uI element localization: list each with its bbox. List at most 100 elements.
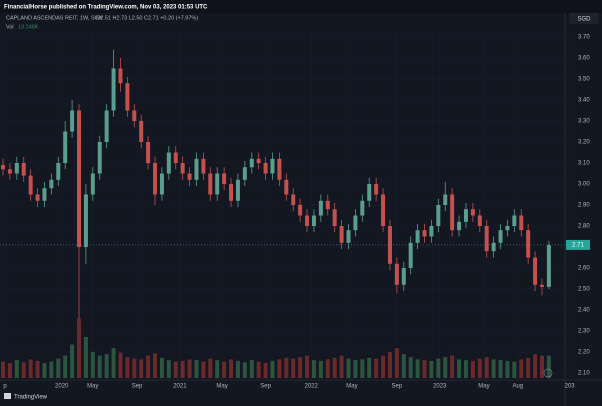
volume-bar — [21, 362, 26, 378]
volume-bar — [526, 357, 531, 378]
candle-body — [360, 200, 365, 216]
candle-body — [222, 173, 227, 184]
candle-body — [408, 242, 413, 268]
volume-bar — [463, 360, 468, 378]
y-tick-label: 2.20 — [578, 350, 590, 356]
candle-body — [249, 158, 254, 168]
candle-body — [533, 257, 538, 285]
candle-body — [83, 194, 88, 247]
candle-body — [526, 230, 531, 258]
candle-body — [242, 167, 247, 180]
volume-bar — [450, 355, 455, 378]
header-bar — [0, 0, 602, 13]
volume-bar — [381, 355, 386, 378]
volume-bar — [284, 357, 289, 378]
candle-body — [339, 226, 344, 243]
y-tick-label: 2.10 — [578, 371, 590, 377]
volume-bar — [470, 360, 475, 378]
volume-bar — [173, 361, 178, 378]
candle-body — [298, 205, 303, 216]
candle-body — [70, 110, 75, 132]
candle-body — [394, 263, 399, 285]
volume-bar — [367, 357, 372, 378]
candle-body — [270, 158, 275, 174]
candle-body — [443, 194, 448, 205]
candle-body — [401, 268, 406, 285]
volume-bar — [318, 360, 323, 378]
volume-bar — [305, 355, 310, 378]
volume-bar — [70, 344, 75, 378]
candle-body — [422, 230, 427, 237]
candle-body — [277, 158, 282, 180]
y-tick-label: 2.80 — [578, 224, 590, 230]
volume-bar — [443, 357, 448, 378]
volume-bar — [270, 360, 275, 378]
volume-bar — [139, 359, 144, 378]
candle-body — [146, 142, 151, 163]
candle-body — [381, 194, 386, 226]
volume-bar — [339, 355, 344, 378]
candle-body — [49, 179, 54, 189]
candle-body — [28, 175, 33, 195]
candle-body — [21, 163, 26, 176]
candle-body — [539, 284, 544, 287]
volume-bar — [346, 358, 351, 378]
candle-body — [450, 194, 455, 231]
candle-body — [187, 173, 192, 180]
author-line: FinancialHorse published on TradingView.… — [4, 5, 208, 11]
x-tick-label: May — [346, 384, 357, 390]
x-tick-label: Sep — [260, 384, 271, 390]
candle-body — [498, 230, 503, 243]
candle-body — [470, 209, 475, 216]
info-icon[interactable] — [543, 368, 553, 378]
volume-bar — [201, 361, 206, 378]
candle-body — [14, 163, 19, 174]
volume-bar — [249, 360, 254, 378]
candle-body — [387, 226, 392, 264]
volume-bar — [208, 358, 213, 378]
candle-body — [63, 131, 68, 163]
x-tick-label: May — [87, 384, 98, 390]
candle-body — [173, 152, 178, 163]
volume-bar — [422, 360, 427, 378]
x-tick-label: 203 — [565, 384, 576, 390]
volume-bar — [429, 360, 434, 378]
chart-title: CAPLAND ASCENDAS REIT, 1W, SGX — [6, 15, 103, 21]
candle-body — [463, 209, 468, 222]
volume-bar — [42, 363, 47, 378]
volume-bar — [90, 351, 95, 378]
volume-bar — [159, 357, 164, 378]
volume-bar — [14, 360, 19, 378]
volume-bar — [291, 358, 296, 378]
candle-body — [180, 163, 185, 174]
volume-bar — [256, 361, 261, 378]
candle-body — [305, 215, 310, 226]
x-tick-label: 2022 — [305, 384, 319, 390]
x-tick-label: May — [216, 384, 227, 390]
y-tick-label: 2.60 — [578, 266, 590, 272]
volume-bar — [56, 358, 61, 378]
volume-bar — [125, 357, 130, 378]
candle-body — [35, 194, 40, 201]
y-tick-label: 3.40 — [578, 98, 590, 104]
volume-bar — [298, 357, 303, 378]
volume-bar — [394, 348, 399, 378]
candle-body — [546, 244, 551, 287]
y-tick-label: 3.20 — [578, 140, 590, 146]
volume-value: 13.248K — [18, 24, 39, 30]
candle-body — [97, 142, 102, 174]
candle-body — [318, 200, 323, 216]
candle-body — [104, 110, 109, 142]
volume-bar — [222, 361, 227, 378]
candle-body — [291, 194, 296, 205]
x-tick-label: 2021 — [173, 384, 187, 390]
volume-bar — [263, 363, 268, 378]
candle-body — [263, 163, 268, 174]
volume-bar — [360, 359, 365, 378]
volume-bar — [408, 357, 413, 378]
x-tick-label: Aug — [512, 384, 523, 390]
candle-body — [7, 169, 12, 174]
volume-bar — [229, 359, 234, 378]
volume-bar — [374, 358, 379, 378]
